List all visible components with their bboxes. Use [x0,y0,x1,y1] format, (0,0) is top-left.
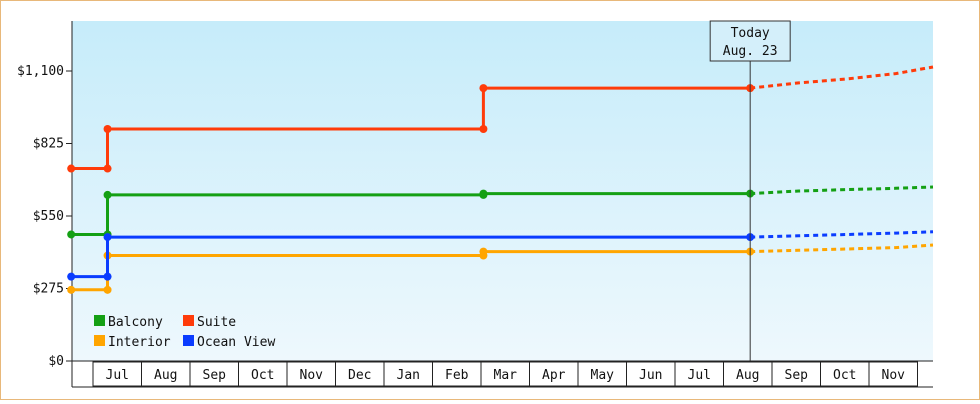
data-point-balcony [67,230,76,239]
x-tick-label: Dec [348,368,371,383]
series-forecast-ocean-view [750,230,934,239]
data-point-suite [67,164,76,173]
y-tick-label: $825 [33,137,64,152]
data-point-suite [479,125,488,133]
legend-swatch-ocean-view [183,335,194,346]
month-cell [141,361,191,387]
month-cell [432,361,482,387]
x-tick-label: Jun [639,368,662,383]
today-box [709,20,791,62]
y-tick-label: $0 [48,354,64,369]
legend-swatch-balcony [94,315,105,326]
x-tick-label: Oct [833,368,856,383]
month-cell [674,361,724,387]
series-line-balcony [71,192,751,236]
month-cell [820,361,870,387]
data-point-balcony [103,190,112,199]
today-date: Aug. 23 [723,44,778,59]
legend-label-suite: Suite [197,315,236,330]
data-point-suite [103,164,112,173]
month-cell [577,361,627,387]
today-label: Today [731,26,770,41]
x-tick-label: Nov [300,368,324,383]
month-cell [335,361,385,387]
data-point-interior [67,285,76,294]
x-tick-label: May [591,368,615,383]
legend-swatch-suite [183,315,194,326]
data-point-ocean-view [67,272,76,281]
y-tick-label: $1,100 [17,64,64,79]
series-layer [67,65,934,294]
month-cell [723,361,773,387]
x-tick-label: Feb [445,368,469,383]
legend-swatch-interior [94,335,105,346]
y-tick-label: $275 [33,282,64,297]
y-axis: $0 $275 $550 $825 $1,100 [17,21,73,387]
x-tick-label: Jan [397,368,420,383]
x-tick-label: Nov [882,368,906,383]
data-point-ocean-view [103,272,112,281]
legend: Balcony Suite Interior Ocean View [94,315,275,350]
today-marker: Today Aug. 23 [709,20,791,361]
month-cell [868,361,918,387]
series-suite [67,65,934,173]
y-tick-label: $550 [33,209,64,224]
x-tick-label: Oct [251,368,274,383]
month-cell [383,361,433,387]
series-line-suite [71,86,751,170]
legend-label-interior: Interior [108,335,171,350]
data-point-interior [479,247,488,256]
x-tick-label: Jul [688,368,711,383]
data-point-balcony [479,189,488,198]
month-cell [480,361,530,387]
legend-label-balcony: Balcony [108,315,163,330]
x-tick-label: Jul [106,368,129,383]
data-point-suite [479,84,488,93]
x-axis: Jul Aug Sep Oct Nov Dec Jan Feb Mar Apr May Jun Jul A… [72,360,933,388]
x-tick-label: Sep [785,368,809,383]
series-balcony [67,185,934,239]
month-cell [771,361,821,387]
data-point-ocean-view [103,233,112,242]
legend-label-ocean-view: Ocean View [197,335,275,350]
plot-area [72,21,933,361]
x-tick-label: Aug [736,368,759,383]
x-tick-label: Mar [494,368,518,383]
month-cell [92,361,142,387]
series-line-ocean-view [71,235,751,279]
data-point-interior [103,285,112,294]
series-line-interior [71,250,751,292]
x-tick-label: Apr [542,368,566,383]
data-point-suite [103,125,112,133]
x-tick-label: Aug [154,368,177,383]
month-cell [626,361,676,387]
x-tick-label: Sep [203,368,227,383]
